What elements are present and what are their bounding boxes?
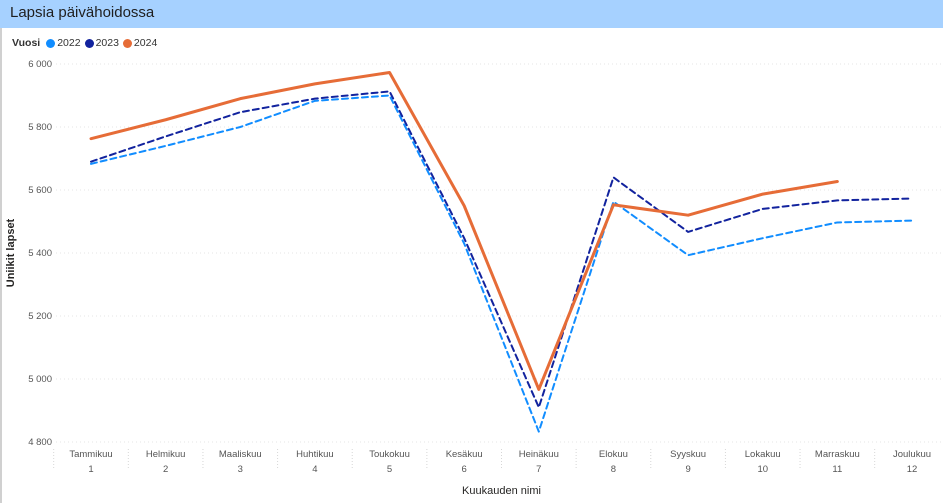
x-tick-label: Toukokuu [369,449,410,460]
legend-label: 2022 [57,37,81,49]
x-tick-number: 1 [88,464,93,475]
x-tick-label: Lokakuu [745,449,781,460]
x-tick-label: Maaliskuu [219,449,262,460]
y-tick-label: 4 800 [28,437,52,448]
chart-title: Lapsia päivähoidossa [10,4,155,21]
legend-item-2023[interactable]: 2023 [84,37,119,49]
legend-item-2024[interactable]: 2024 [122,37,158,49]
x-tick-label: Joulukuu [893,449,931,460]
x-tick-number: 8 [611,464,616,475]
legend-item-2022[interactable]: 2022 [46,37,81,49]
y-tick-label: 5 600 [28,185,52,196]
legend-dot-icon [122,38,132,48]
legend-label: 2023 [95,37,119,49]
x-tick-number: 7 [536,464,541,475]
x-tick-label: Syyskuu [670,449,706,460]
x-tick-label: Kesäkuu [446,449,483,460]
x-tick-label: Heinäkuu [519,449,559,460]
x-tick-number: 5 [387,464,392,475]
y-tick-label: 5 400 [28,248,52,259]
title-bar: Lapsia päivähoidossa [0,0,943,28]
y-axis-ticks: 4 800 5 000 5 200 5 400 5 600 5 800 6 000 [28,59,52,448]
x-axis-ticks: Tammikuu 1 Helmikuu 2 Maaliskuu 3 Huhtikuu 4 Tou… [69,449,931,475]
x-axis-title: Kuukauden nimi [462,485,541,497]
legend-title: Vuosi [12,37,41,49]
legend: Vuosi 2022 2023 2024 [12,36,161,50]
x-tick-number: 12 [907,464,918,475]
x-tick-number: 2 [163,464,168,475]
legend-dot-icon [46,38,56,48]
series-line-2022 [90,94,913,433]
x-tick-number: 10 [757,464,768,475]
series-line-2024 [89,71,839,391]
series-line-2023 [90,90,913,409]
x-tick-number: 9 [685,464,690,475]
legend-dot-icon [84,38,94,48]
x-tick-label: Tammikuu [69,449,112,460]
y-tick-label: 5 000 [28,374,52,385]
x-tick-label: Helmikuu [146,449,186,460]
x-tick-number: 6 [462,464,467,475]
left-border [0,28,2,503]
legend-label: 2024 [133,37,158,49]
x-tick-number: 3 [238,464,243,475]
y-tick-label: 6 000 [28,59,52,70]
x-tick-label: Marraskuu [815,449,860,460]
series-lines [89,71,913,433]
x-tick-number: 4 [312,464,317,475]
y-axis-title: Uniikit lapset [5,218,17,287]
y-tick-label: 5 800 [28,122,52,133]
x-tick-number: 11 [832,464,842,475]
gridlines [56,63,943,443]
x-category-separators [53,449,876,470]
x-tick-label: Huhtikuu [296,449,334,460]
y-tick-label: 5 200 [28,311,52,322]
x-tick-label: Elokuu [599,449,628,460]
